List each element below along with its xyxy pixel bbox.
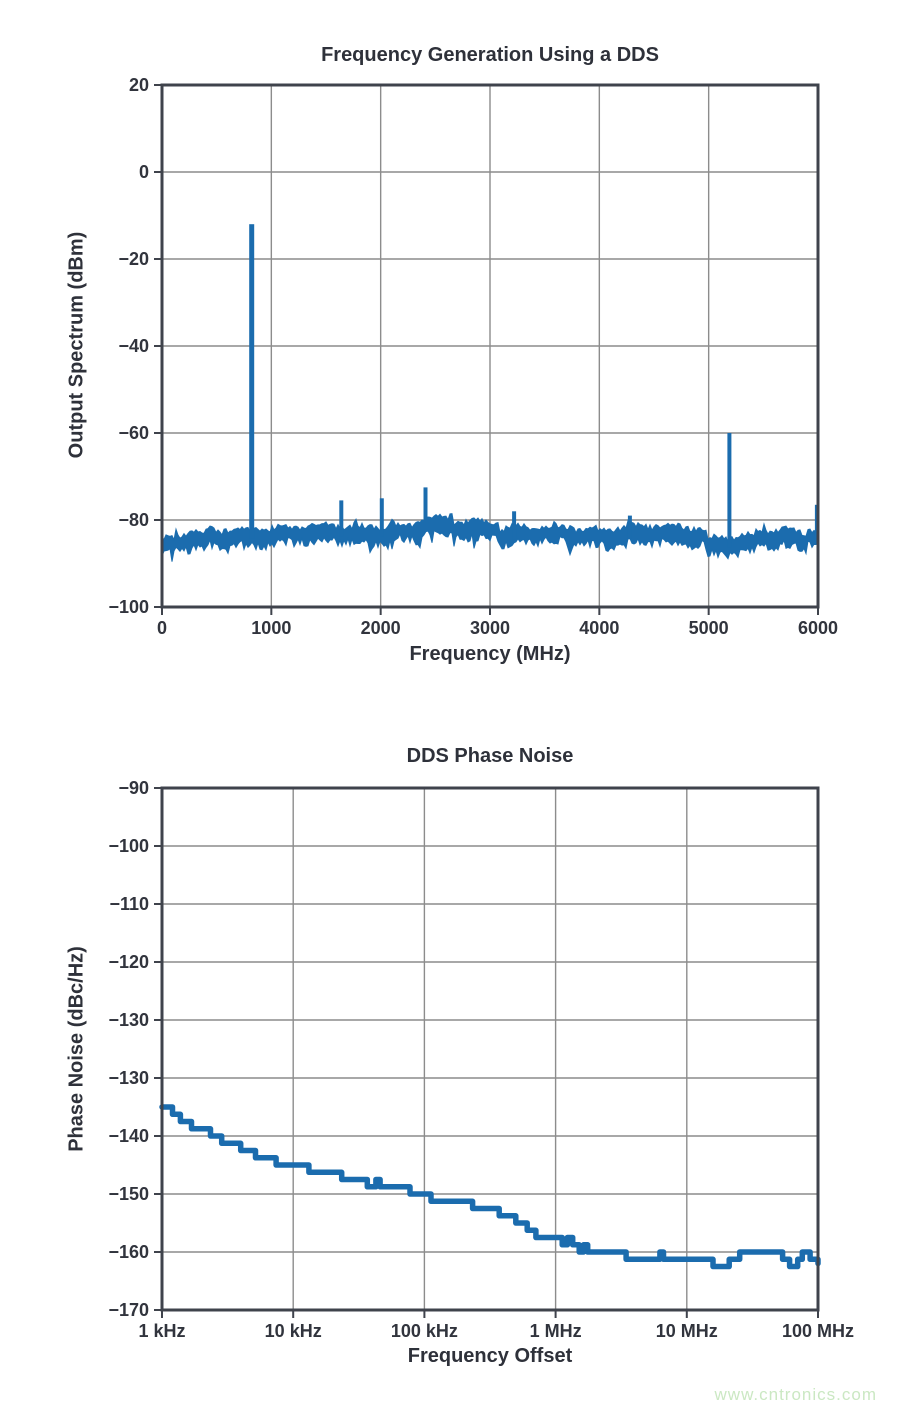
y-tick-label: −160 [108,1242,149,1262]
x-tick-label: 1 MHz [530,1321,582,1341]
spectrum-spike [249,224,255,539]
plot-frame [160,786,820,1312]
x-tick-label: 1 kHz [138,1321,185,1341]
y-tick-label: −100 [108,836,149,856]
y-tick-label: −20 [118,249,149,269]
x-tick-label: 10 MHz [656,1321,718,1341]
y-tick-label: 20 [129,75,149,95]
y-tick-label: −40 [118,336,149,356]
phase-noise-trace [159,1104,821,1270]
y-tick-label: −80 [118,510,149,530]
y-tick-label: −110 [109,894,149,914]
phase-noise-chart-title: DDS Phase Noise [406,745,574,767]
watermark-link: www.cntronics.com [714,1385,877,1404]
phase-noise-x-axis-label: Frequency Offset [407,1345,573,1367]
x-tick-label: 100 kHz [391,1321,458,1341]
y-tick-label: −120 [108,952,149,972]
spectrum-spike [727,433,732,548]
x-tick-label: 4000 [579,618,619,638]
y-tick-label: −100 [108,597,149,617]
x-tick-label: 5000 [689,618,729,638]
y-tick-label: −90 [118,778,149,798]
spectrum-plot-area: 0 1000 2000 3000 4000 5000 6000 20 0 −20 −40 −60 −80… [108,75,838,638]
x-tick-label: 100 MHz [782,1321,854,1341]
spectrum-chart-title: Frequency Generation Using a DDS [321,44,659,66]
y-tick-label: −130 [108,1010,149,1030]
spectrum-x-axis-label: Frequency (MHz) [409,643,571,665]
x-tick-label: 2000 [361,618,401,638]
y-tick-label: −60 [118,423,149,443]
phase-noise-plot-area: −90−100−110−120−130−130−140−150−160−1701… [108,778,854,1341]
y-tick-label: −130 [108,1068,149,1088]
spectrum-spike [423,487,428,532]
spectrum-spike [627,515,632,539]
y-tick-label: −170 [108,1300,149,1320]
x-tick-label: 6000 [798,618,838,638]
x-tick-label: 10 kHz [265,1321,322,1341]
y-tick-label: −140 [108,1126,149,1146]
spectrum-spike [512,511,517,540]
y-tick-label: −150 [108,1184,149,1204]
spectrum-spike [339,500,344,537]
spectrum-spike [379,498,384,537]
plot-frame [160,83,820,609]
x-tick-label: 1000 [251,618,291,638]
y-tick-label: 0 [139,162,149,182]
x-tick-label: 0 [157,618,167,638]
x-tick-label: 3000 [470,618,510,638]
